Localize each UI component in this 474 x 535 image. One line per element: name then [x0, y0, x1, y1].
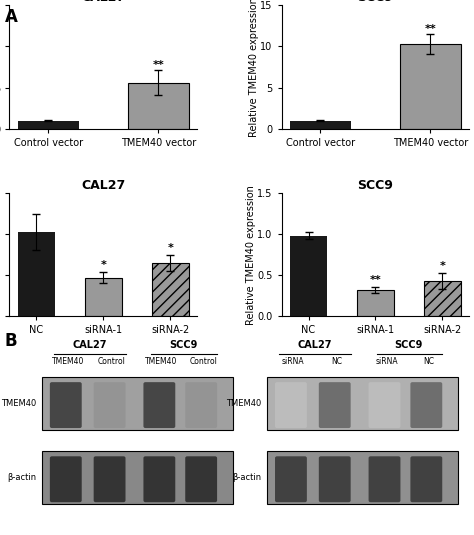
Text: **: **: [153, 59, 164, 70]
Title: SCC9: SCC9: [357, 179, 393, 192]
Bar: [290, 235, 327, 316]
Bar: [18, 120, 79, 129]
FancyBboxPatch shape: [275, 456, 307, 502]
Text: Control: Control: [189, 357, 217, 366]
Text: β-actin: β-actin: [232, 473, 261, 482]
FancyBboxPatch shape: [275, 382, 307, 428]
Text: *: *: [167, 243, 173, 253]
Bar: [290, 120, 351, 129]
FancyBboxPatch shape: [369, 382, 401, 428]
Text: TMEM40: TMEM40: [145, 357, 178, 366]
Text: SCC9: SCC9: [169, 340, 198, 350]
Text: TMEM40: TMEM40: [52, 357, 84, 366]
Text: β-actin: β-actin: [7, 473, 36, 482]
Text: *: *: [439, 261, 445, 271]
Title: CAL27: CAL27: [81, 0, 126, 4]
Bar: [424, 281, 461, 316]
Text: Control: Control: [98, 357, 126, 366]
Text: **: **: [370, 275, 381, 285]
Title: CAL27: CAL27: [81, 179, 126, 192]
Text: TMEM40: TMEM40: [226, 399, 261, 408]
FancyBboxPatch shape: [410, 382, 442, 428]
FancyBboxPatch shape: [144, 456, 175, 502]
FancyBboxPatch shape: [369, 456, 401, 502]
FancyBboxPatch shape: [185, 456, 217, 502]
Bar: [152, 263, 189, 316]
FancyBboxPatch shape: [144, 382, 175, 428]
Bar: [357, 290, 394, 316]
FancyBboxPatch shape: [50, 456, 82, 502]
Text: CAL27: CAL27: [298, 340, 332, 350]
FancyBboxPatch shape: [410, 456, 442, 502]
FancyBboxPatch shape: [42, 377, 233, 430]
FancyBboxPatch shape: [319, 456, 351, 502]
Text: B: B: [5, 332, 18, 350]
FancyBboxPatch shape: [42, 451, 233, 504]
Bar: [128, 83, 189, 129]
Text: NC: NC: [331, 357, 342, 366]
Text: **: **: [425, 24, 437, 34]
FancyBboxPatch shape: [50, 382, 82, 428]
Bar: [18, 232, 55, 316]
Text: CAL27: CAL27: [73, 340, 107, 350]
Bar: [400, 44, 461, 129]
Text: siRNA: siRNA: [375, 357, 398, 366]
Title: SCC9: SCC9: [357, 0, 393, 4]
Text: NC: NC: [423, 357, 434, 366]
FancyBboxPatch shape: [185, 382, 217, 428]
FancyBboxPatch shape: [267, 451, 458, 504]
FancyBboxPatch shape: [267, 377, 458, 430]
FancyBboxPatch shape: [319, 382, 351, 428]
FancyBboxPatch shape: [94, 456, 126, 502]
FancyBboxPatch shape: [94, 382, 126, 428]
Y-axis label: Relative TMEM40 expression: Relative TMEM40 expression: [249, 0, 259, 137]
Text: A: A: [5, 8, 18, 26]
Text: SCC9: SCC9: [394, 340, 423, 350]
Text: siRNA: siRNA: [282, 357, 304, 366]
Text: TMEM40: TMEM40: [0, 399, 36, 408]
Bar: [85, 278, 122, 316]
Y-axis label: Relative TMEM40 expression: Relative TMEM40 expression: [246, 185, 256, 325]
Text: *: *: [100, 260, 106, 270]
